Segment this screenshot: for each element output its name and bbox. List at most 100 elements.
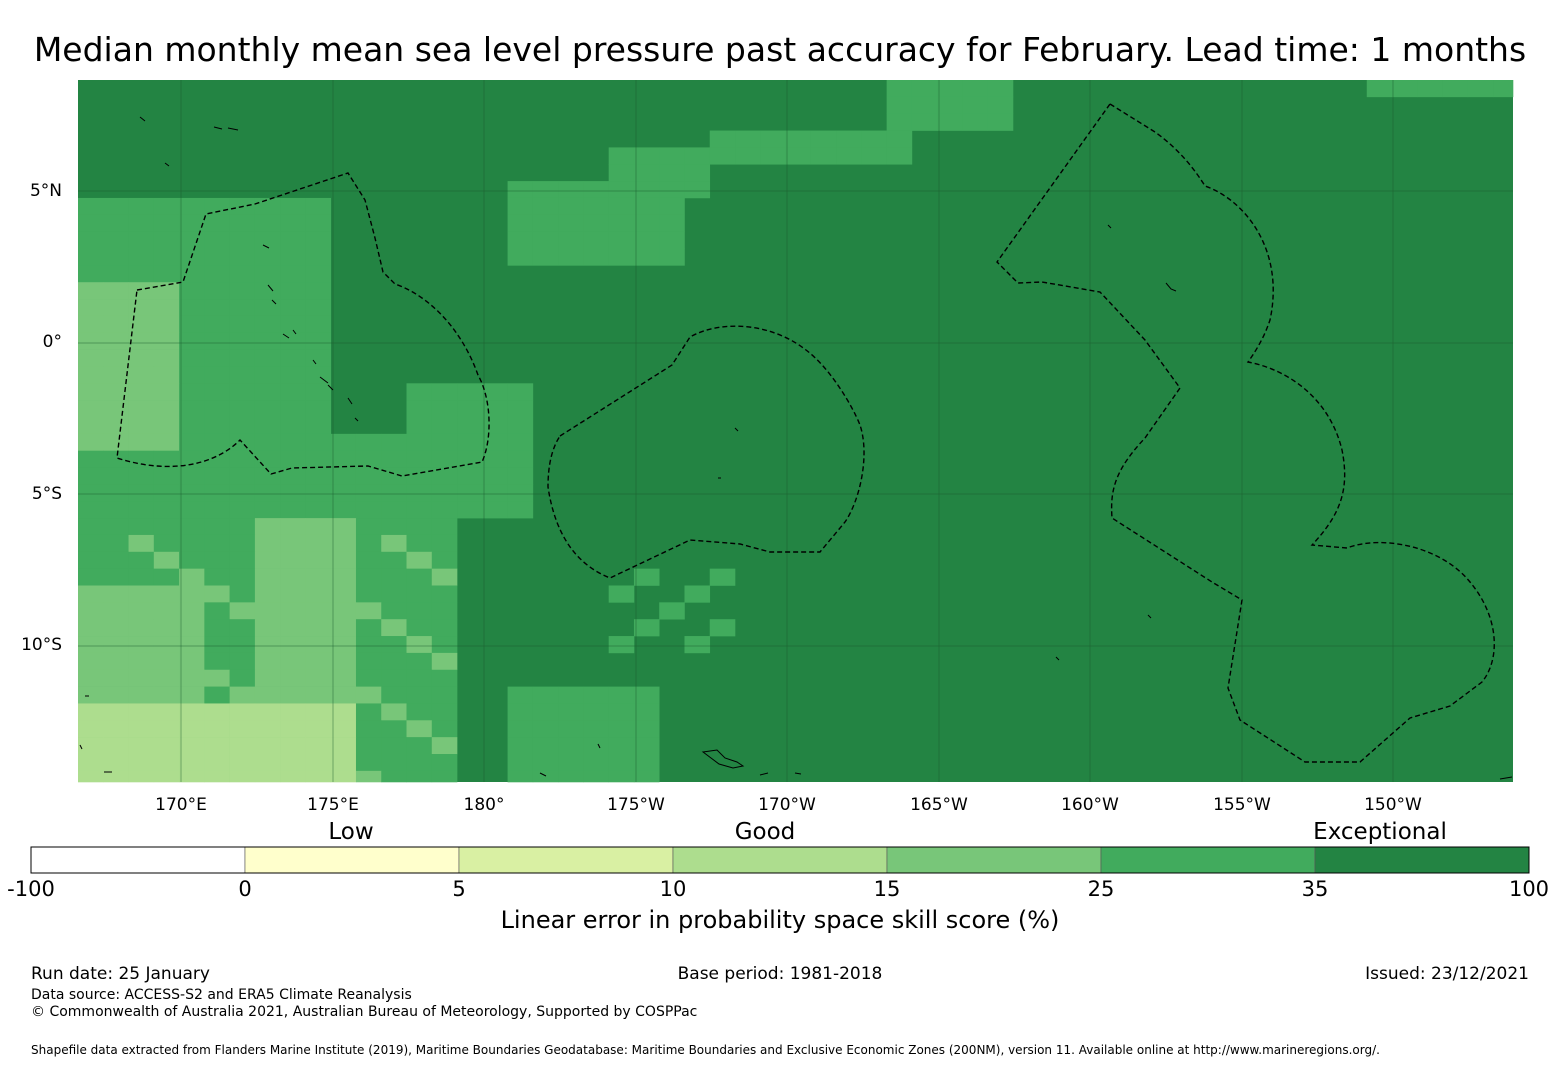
skill-cell	[406, 770, 433, 783]
skill-cell	[204, 636, 230, 654]
skill-cell	[305, 568, 331, 586]
colorbar-title: Linear error in probability space skill …	[500, 906, 1060, 934]
skill-cell	[583, 754, 609, 772]
skill-cell	[330, 770, 357, 783]
skill-cell	[254, 585, 281, 603]
skill-cell	[633, 197, 660, 216]
skill-cell	[280, 568, 306, 586]
skill-cell	[381, 467, 407, 485]
skill-cell	[280, 214, 306, 232]
skill-cell	[482, 450, 508, 468]
skill-cell	[482, 484, 508, 502]
skill-cell	[305, 686, 331, 704]
skill-cell	[78, 737, 104, 755]
skill-cell	[229, 636, 256, 654]
skill-cell	[406, 737, 433, 755]
skill-cell	[659, 602, 685, 620]
skill-cell	[78, 568, 104, 586]
skill-cell	[507, 467, 534, 485]
skill-cell	[532, 686, 559, 704]
skill-cell	[103, 770, 129, 783]
skill-cell	[280, 585, 306, 603]
skill-cell	[507, 450, 534, 468]
skill-cell	[254, 534, 281, 553]
skill-cell	[204, 433, 230, 451]
skill-cell	[431, 551, 458, 569]
lat-label-0: 0°	[42, 332, 62, 352]
skill-cell	[254, 467, 281, 485]
skill-cell	[229, 383, 256, 401]
lon-label-180: 180°	[463, 795, 505, 815]
skill-cell	[179, 652, 205, 671]
skill-cell	[128, 602, 155, 620]
skill-cell	[431, 669, 458, 687]
lon-label-175e: 175°E	[307, 795, 359, 815]
skill-cell	[128, 501, 155, 519]
skill-cell	[735, 147, 761, 165]
skill-cell	[330, 433, 357, 451]
skill-cell	[330, 450, 357, 468]
skill-cell	[128, 366, 155, 384]
skill-cell	[305, 669, 331, 687]
skill-cell	[78, 534, 104, 553]
skill-cell	[204, 720, 230, 738]
skill-cell	[659, 214, 685, 232]
skill-cell	[103, 551, 129, 569]
colorbar-tick-25: 25	[1087, 877, 1115, 901]
skill-cell	[482, 467, 508, 485]
skill-cell	[179, 400, 205, 418]
skill-cell	[330, 652, 357, 671]
skill-cell	[558, 197, 584, 216]
skill-cell	[431, 450, 458, 468]
skill-cell	[608, 720, 635, 738]
skill-cell	[153, 501, 180, 519]
skill-cell	[128, 433, 155, 451]
colorbar-segment	[1100, 846, 1316, 874]
skill-cell	[406, 619, 433, 637]
skill-cell	[381, 534, 407, 553]
skill-cell	[633, 147, 660, 165]
skill-cell	[406, 602, 433, 620]
skill-cell	[305, 400, 331, 418]
skill-cell	[381, 737, 407, 755]
skill-cell	[128, 652, 155, 671]
skill-cell	[305, 518, 331, 536]
skill-cell	[254, 619, 281, 637]
skill-cell	[659, 197, 685, 216]
skill-cell	[78, 265, 104, 283]
skill-cell	[608, 147, 635, 165]
skill-cell	[431, 467, 458, 485]
skill-cell	[482, 501, 508, 519]
skill-cell	[558, 703, 584, 721]
skill-cell	[330, 703, 357, 721]
skill-cell	[583, 703, 609, 721]
skill-cell	[381, 754, 407, 772]
skill-cell	[254, 737, 281, 755]
skill-cell	[532, 770, 559, 783]
skill-cell	[128, 282, 155, 300]
skill-cell	[78, 315, 104, 334]
skill-cell	[280, 686, 306, 704]
skill-cell	[103, 248, 129, 266]
skill-cell	[305, 315, 331, 334]
skill-cell	[128, 214, 155, 232]
skill-cell	[280, 720, 306, 738]
skill-cell	[254, 231, 281, 249]
skill-cell	[684, 636, 711, 654]
skill-cell	[305, 551, 331, 569]
skill-cell	[78, 248, 104, 266]
skill-cell	[406, 518, 433, 536]
skill-cell	[406, 450, 433, 468]
skill-cell	[355, 720, 382, 738]
skill-cell	[229, 568, 256, 586]
skill-cell	[962, 96, 989, 114]
skill-cell	[103, 197, 129, 216]
skill-cell	[103, 737, 129, 755]
skill-cell	[254, 248, 281, 266]
skill-cell	[431, 484, 458, 502]
skill-cell	[103, 686, 129, 704]
skill-cell	[583, 197, 609, 216]
skill-cell	[633, 164, 660, 182]
skill-cell	[103, 467, 129, 485]
skill-cell	[558, 686, 584, 704]
